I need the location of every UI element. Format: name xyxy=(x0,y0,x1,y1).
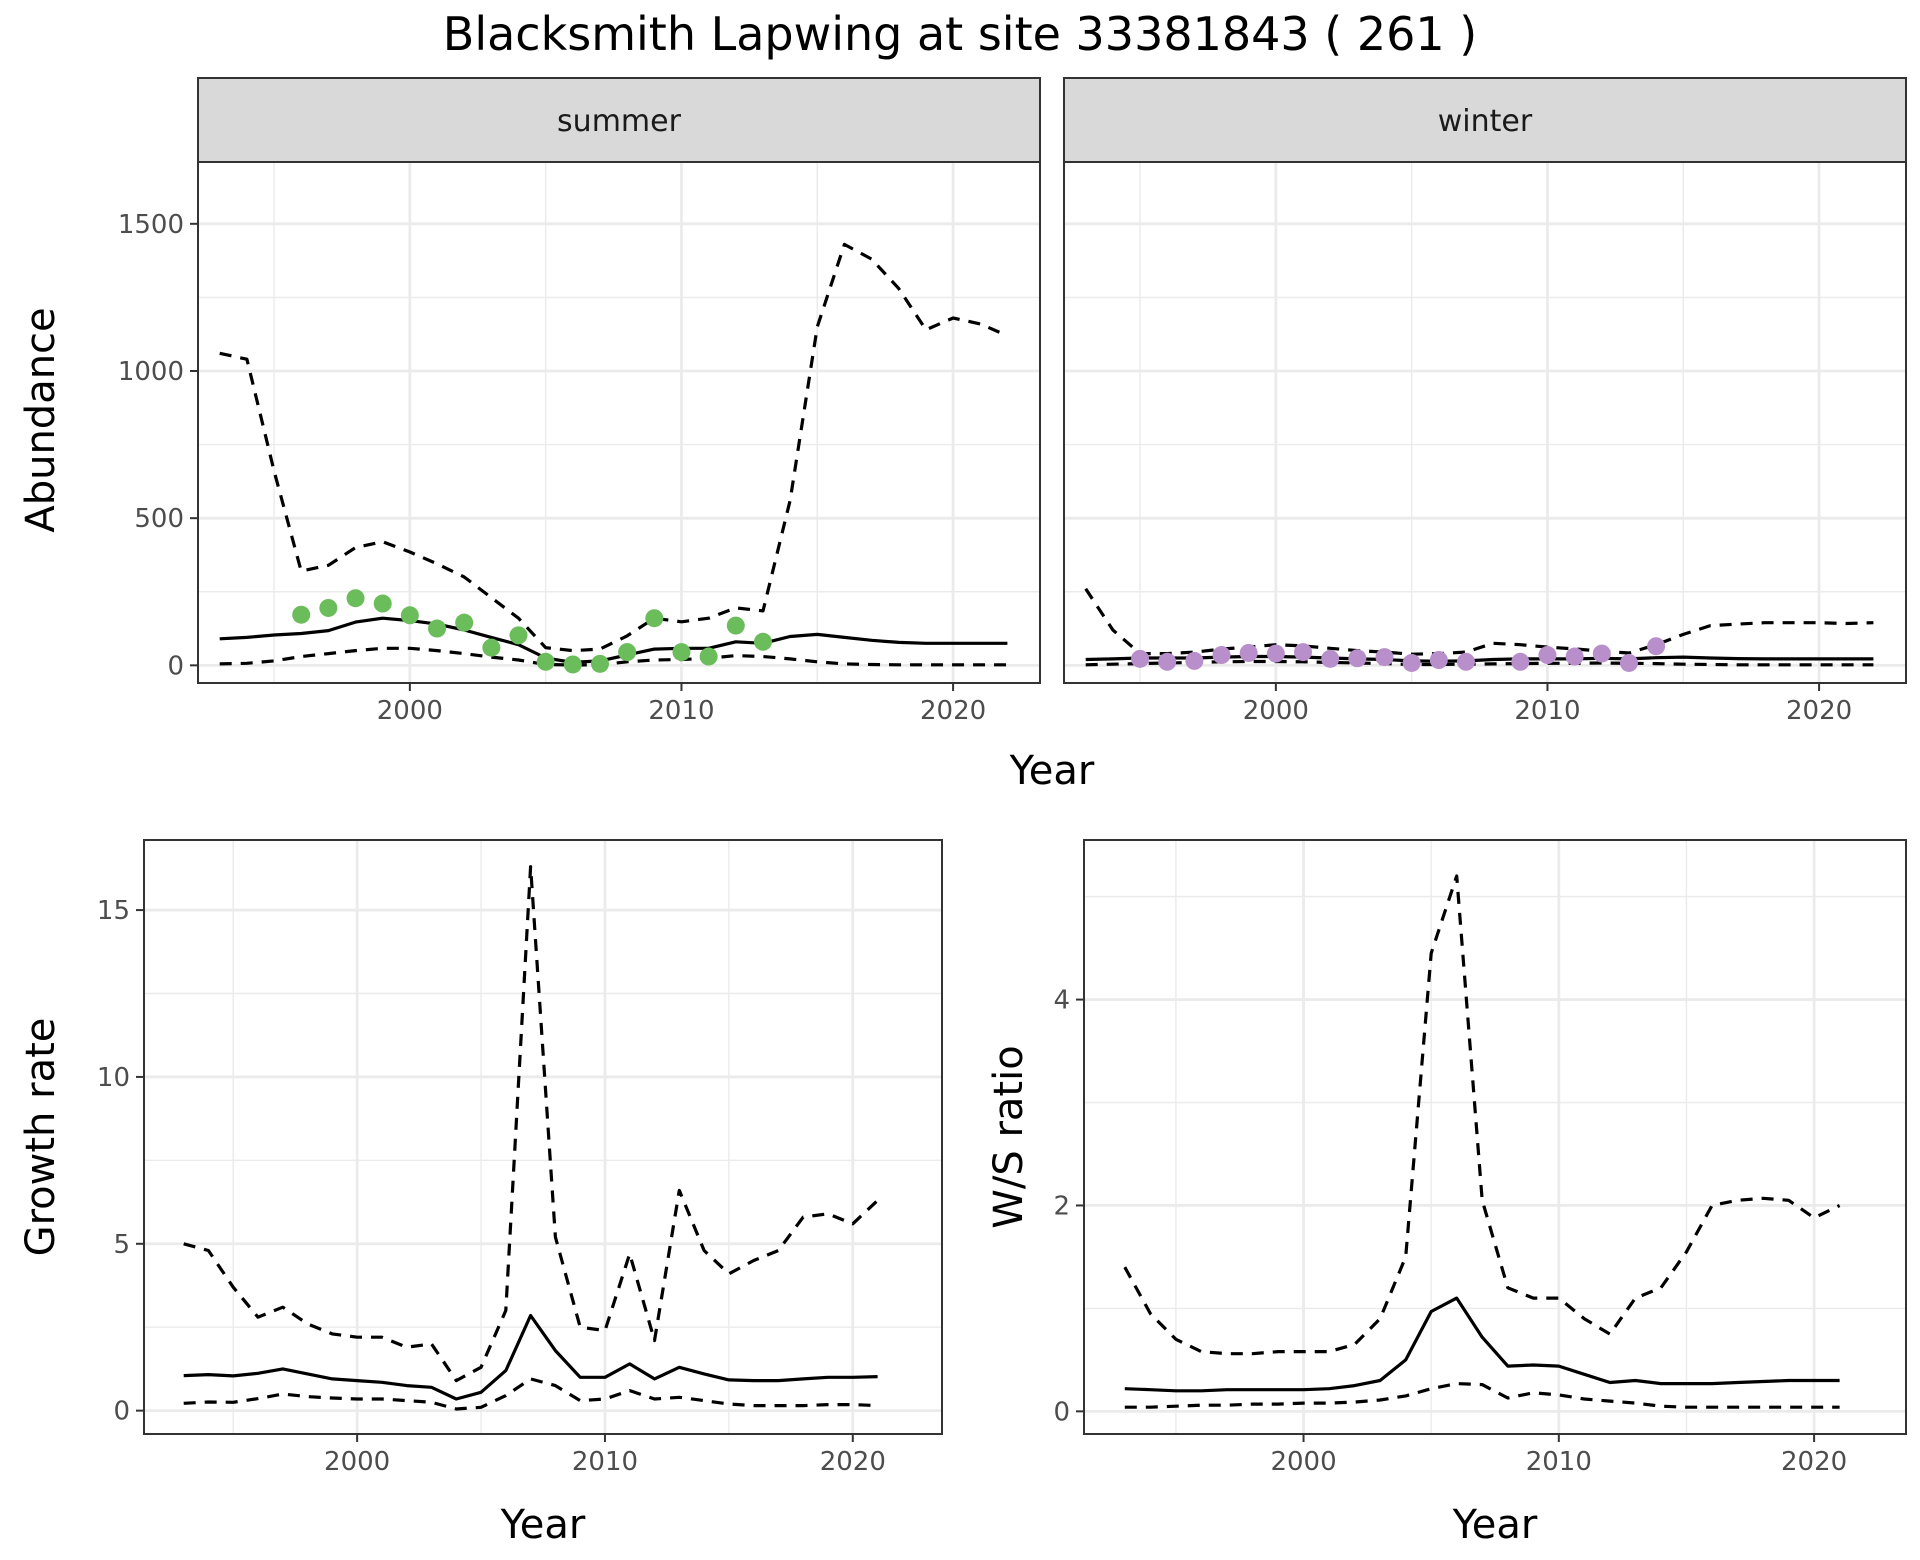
ratio-line-estimate xyxy=(1124,1296,1840,1393)
ratio-x-axis-title: Year xyxy=(1452,1502,1538,1548)
summer-point-2005 xyxy=(536,652,555,671)
winter-point-2009 xyxy=(1511,652,1530,671)
summer-y-tick-label-1500: 1500 xyxy=(118,210,184,240)
growth-line-estimate xyxy=(183,1313,878,1401)
summer-point-2006 xyxy=(563,655,582,674)
winter-point-2001 xyxy=(1294,643,1313,662)
summer-strip-label: summer xyxy=(557,104,682,139)
winter-point-1999 xyxy=(1239,643,1258,662)
winter-point-2003 xyxy=(1348,649,1367,668)
winter-strip-label: winter xyxy=(1438,104,1533,139)
winter-point-2011 xyxy=(1565,647,1584,666)
ratio-x-tick-label-2000: 2000 xyxy=(1270,1447,1336,1477)
winter-panel-border xyxy=(1063,161,1907,684)
summer-point-2004 xyxy=(509,626,528,645)
summer-point-1997 xyxy=(319,598,338,617)
growth-x-tick-label-2000: 2000 xyxy=(324,1447,390,1477)
ratio-y-tick-label-2: 2 xyxy=(1053,1191,1070,1221)
growth-panel-border xyxy=(143,839,943,1435)
summer-point-2010 xyxy=(672,643,691,662)
growth-x-tick-label-2020: 2020 xyxy=(820,1447,886,1477)
winter-point-2000 xyxy=(1266,644,1285,663)
summer-point-2000 xyxy=(400,606,419,625)
ratio-line-lower xyxy=(1124,1382,1840,1409)
summer-point-1996 xyxy=(292,605,311,624)
growth-x-tick-label-2010: 2010 xyxy=(572,1447,638,1477)
winter-point-2005 xyxy=(1402,653,1421,672)
ratio-y-tick-label-0: 0 xyxy=(1053,1397,1070,1427)
summer-y-tick-label-500: 500 xyxy=(134,504,184,534)
summer-line-lower xyxy=(219,646,1008,667)
winter-point-1998 xyxy=(1212,646,1231,665)
winter-point-2004 xyxy=(1375,648,1394,667)
winter-x-tick-label-2020: 2020 xyxy=(1786,696,1852,726)
summer-point-1999 xyxy=(373,594,392,613)
growth-y-tick-label-5: 5 xyxy=(113,1230,130,1260)
winter-point-2010 xyxy=(1538,646,1557,665)
summer-line-upper xyxy=(219,242,1009,653)
summer-point-2007 xyxy=(590,654,609,673)
summer-point-1998 xyxy=(346,589,365,608)
winter-point-1996 xyxy=(1158,652,1177,671)
summer-strip xyxy=(197,77,1041,163)
summer-x-tick-label-2020: 2020 xyxy=(920,696,986,726)
summer-point-2011 xyxy=(699,647,718,666)
ratio-x-tick-label-2010: 2010 xyxy=(1526,1447,1592,1477)
growth-y-axis-title: Growth rate xyxy=(18,1018,64,1257)
growth-line-upper xyxy=(183,865,879,1383)
summer-point-2002 xyxy=(455,613,474,632)
summer-point-2012 xyxy=(726,616,745,635)
summer-x-tick-label-2000: 2000 xyxy=(377,696,443,726)
winter-point-2014 xyxy=(1647,637,1666,656)
winter-point-2006 xyxy=(1429,651,1448,670)
summer-point-2009 xyxy=(645,609,664,628)
growth-x-axis-title: Year xyxy=(500,1502,586,1548)
summer-y-tick-label-1000: 1000 xyxy=(118,357,184,387)
growth-y-tick-label-10: 10 xyxy=(97,1063,130,1093)
ratio-y-tick-label-4: 4 xyxy=(1053,986,1070,1016)
winter-point-1997 xyxy=(1185,651,1204,670)
growth-y-tick-label-15: 15 xyxy=(97,896,130,926)
winter-x-tick-label-2000: 2000 xyxy=(1243,696,1309,726)
chart-title: Blacksmith Lapwing at site 33381843 ( 26… xyxy=(443,7,1477,61)
winter-point-2012 xyxy=(1592,644,1611,663)
summer-point-2013 xyxy=(753,632,772,651)
summer-line-estimate xyxy=(219,616,1008,664)
winter-point-1995 xyxy=(1131,649,1150,668)
summer-point-2003 xyxy=(482,638,501,657)
growth-line-lower xyxy=(183,1377,878,1411)
summer-y-axis-title: Abundance xyxy=(18,307,64,532)
winter-x-tick-label-2010: 2010 xyxy=(1514,696,1580,726)
abundance-x-axis-title: Year xyxy=(1009,748,1095,794)
winter-point-2007 xyxy=(1456,652,1475,671)
winter-strip xyxy=(1063,77,1907,163)
ratio-line-upper xyxy=(1123,874,1841,1356)
ratio-y-axis-title: W/S ratio xyxy=(986,1045,1032,1228)
summer-x-tick-label-2010: 2010 xyxy=(648,696,714,726)
winter-point-2013 xyxy=(1619,653,1638,672)
ratio-x-tick-label-2020: 2020 xyxy=(1781,1447,1847,1477)
summer-point-2008 xyxy=(618,643,637,662)
ratio-panel-border xyxy=(1083,839,1907,1435)
summer-y-tick-label-0: 0 xyxy=(167,651,184,681)
summer-panel-border xyxy=(197,161,1041,684)
summer-point-2001 xyxy=(428,619,447,638)
winter-point-2002 xyxy=(1321,649,1340,668)
growth-y-tick-label-0: 0 xyxy=(113,1397,130,1427)
winter-line-upper xyxy=(1084,587,1874,656)
